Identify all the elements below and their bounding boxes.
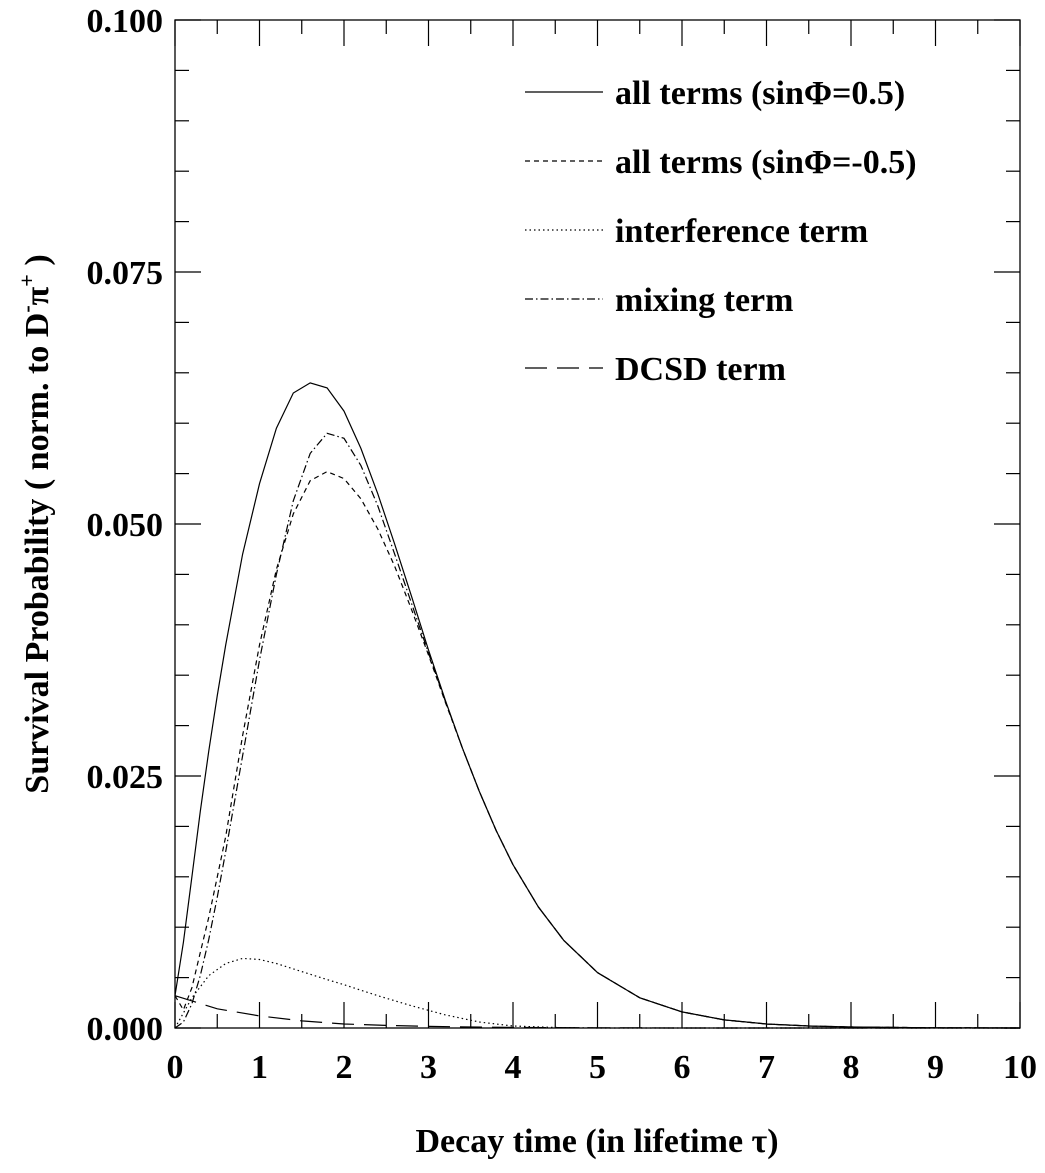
y-axis-title-sup-minus: - — [14, 305, 39, 312]
series-line-2 — [174, 957, 1020, 1029]
series-lines — [174, 382, 1021, 1029]
y-axis-title-main: Survival Probability ( norm. to D — [19, 313, 56, 794]
x-tick-label: 3 — [420, 1049, 437, 1086]
tick-labels: 0 1 2 3 4 5 6 7 8 9 10 0.000 0.025 0.050 0.075 0.100 — [87, 3, 1038, 1086]
y-tick-label: 0.000 — [87, 1011, 164, 1048]
x-axis-title: Decay time (in lifetime τ) — [415, 1123, 778, 1160]
x-tick-label: 8 — [843, 1049, 860, 1086]
y-axis-title-close: ) — [19, 254, 56, 274]
x-tick-label: 5 — [589, 1049, 606, 1086]
x-tick-label: 10 — [1003, 1049, 1037, 1086]
y-tick-label: 0.050 — [87, 507, 164, 544]
x-tick-label: 2 — [336, 1049, 353, 1086]
y-tick-label: 0.075 — [87, 255, 164, 292]
x-tick-label: 6 — [674, 1049, 691, 1086]
y-tick-label: 0.025 — [87, 759, 164, 796]
legend: all terms (sinΦ=0.5) all terms (sinΦ=-0.5… — [525, 75, 917, 388]
x-tick-label: 7 — [758, 1049, 775, 1086]
x-tick-label: 4 — [505, 1049, 522, 1086]
legend-label-1: all terms (sinΦ=-0.5) — [615, 144, 917, 181]
axis-ticks — [174, 19, 1021, 1029]
x-tick-label: 0 — [167, 1049, 184, 1086]
y-axis-title-sup-plus: + — [14, 274, 39, 287]
y-axis-title-particle: π — [19, 286, 56, 305]
x-tick-label: 9 — [927, 1049, 944, 1086]
legend-label-0: all terms (sinΦ=0.5) — [615, 75, 905, 112]
legend-label-2: interference term — [615, 213, 868, 250]
series-line-0 — [174, 382, 1021, 1029]
series-line-3 — [174, 432, 1021, 1029]
legend-label-4: DCSD term — [615, 351, 786, 388]
y-axis-title: Survival Probability ( norm. to D-π+ ) — [14, 254, 56, 793]
series-line-1 — [174, 470, 1021, 1029]
y-tick-label: 0.100 — [87, 3, 164, 40]
x-tick-label: 1 — [251, 1049, 268, 1086]
legend-label-3: mixing term — [615, 282, 793, 319]
